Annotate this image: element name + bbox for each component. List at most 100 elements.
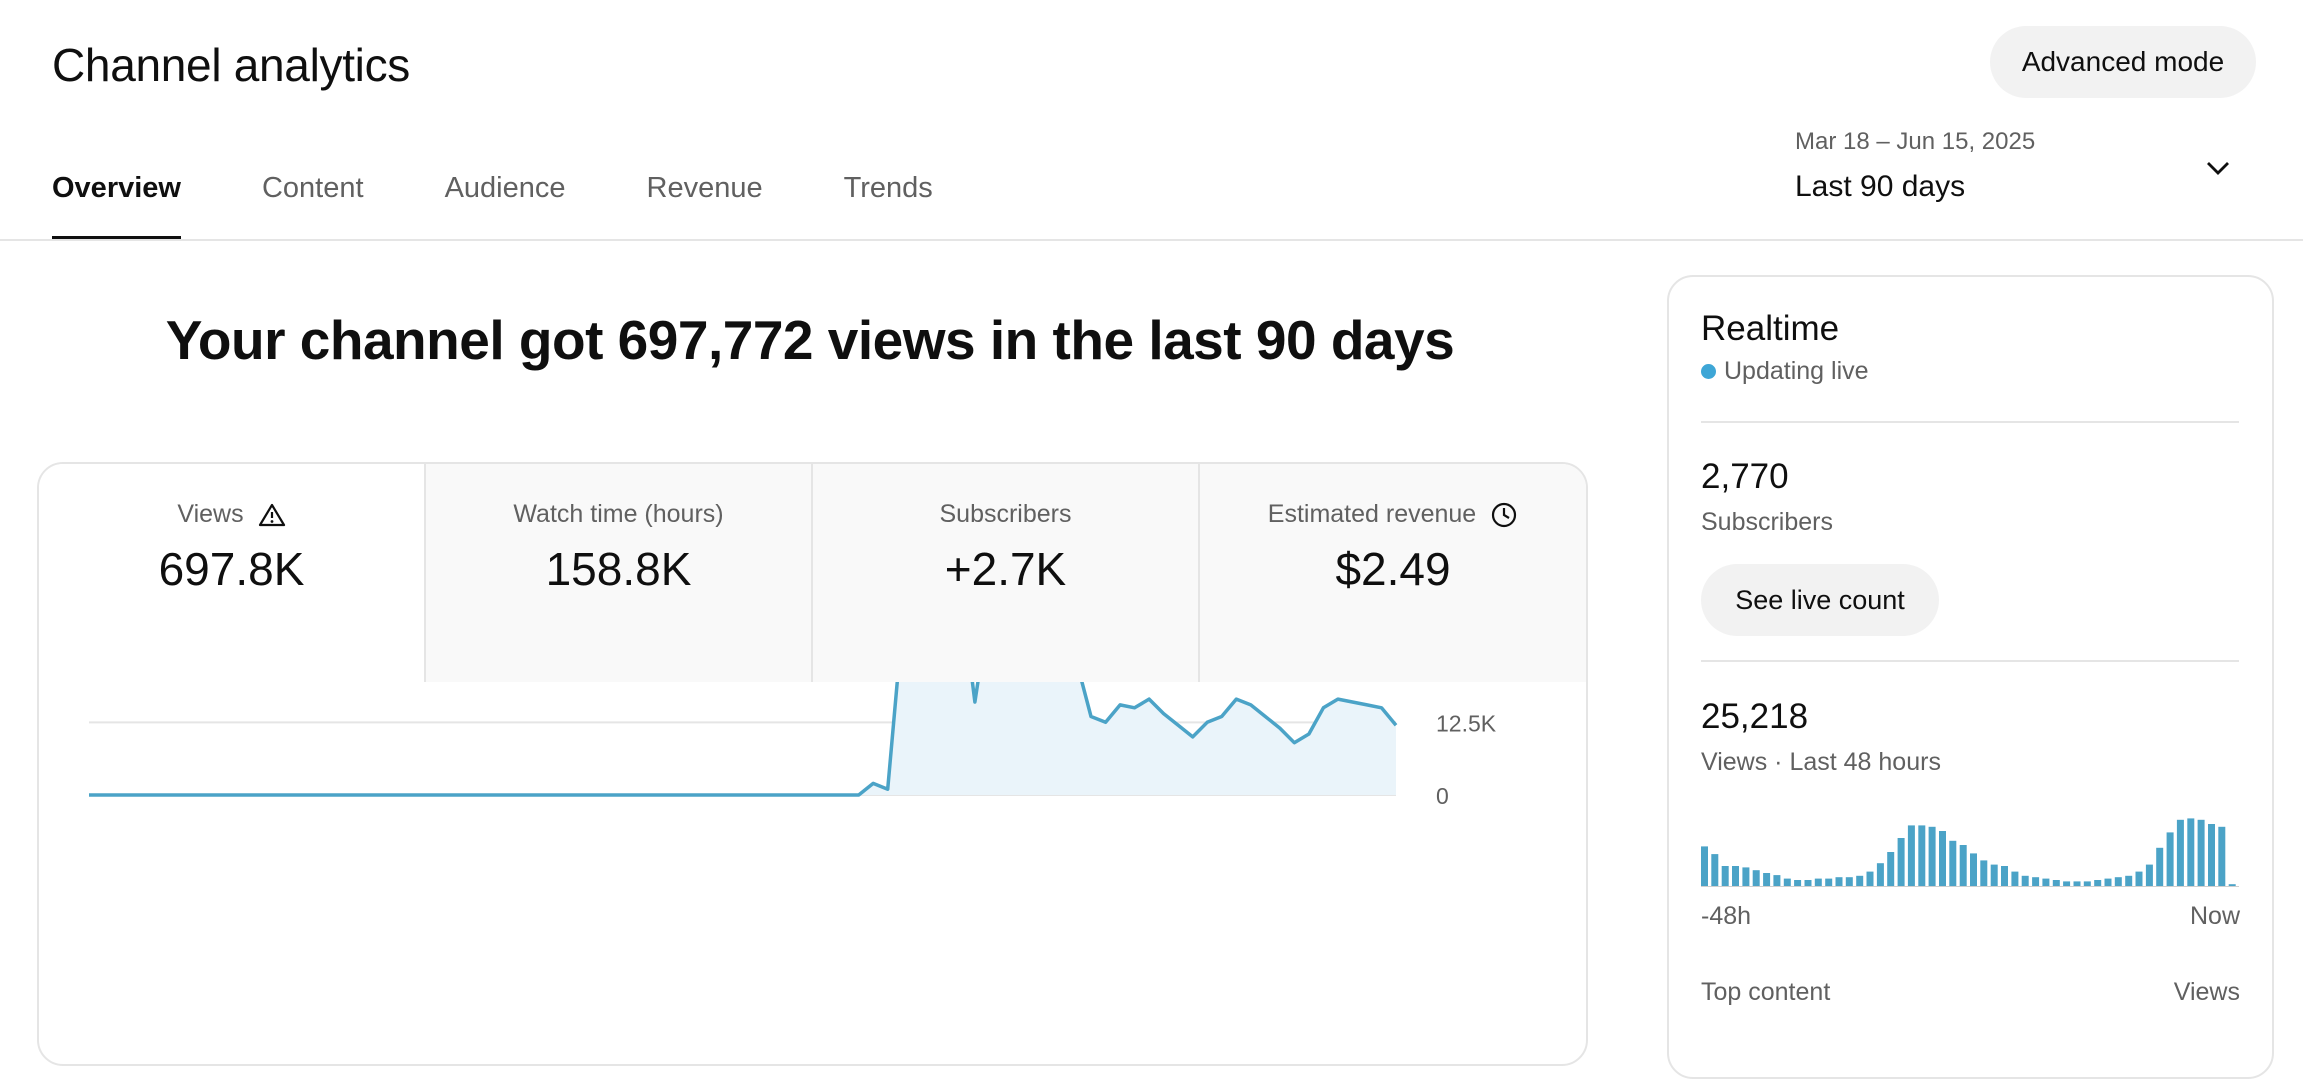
realtime-bar <box>1928 826 1936 887</box>
y-tick-label: 12.5K <box>1436 710 1497 736</box>
realtime-bar <box>1835 877 1843 887</box>
series-area <box>89 682 1396 795</box>
realtime-bar <box>1856 875 1864 887</box>
realtime-bar <box>1939 831 1946 887</box>
realtime-bar <box>2032 877 2040 887</box>
chevron-down-icon <box>2207 162 2229 175</box>
realtime-subscribers-label: Subscribers <box>1701 508 1833 536</box>
realtime-bar <box>2176 819 2184 887</box>
overview-headline: Your channel got 697,772 views in the la… <box>165 309 1455 371</box>
metric-value: 697.8K <box>158 543 305 595</box>
realtime-bar <box>1721 866 1729 887</box>
y-tick-label: 0 <box>1436 783 1449 809</box>
realtime-bar <box>1825 878 1833 887</box>
realtime-bar <box>2001 866 2008 887</box>
realtime-card: Realtime Updating live 2,770 Subscribers… <box>1667 275 2274 1079</box>
realtime-x-end-label: Now <box>2189 902 2240 930</box>
page-title: Channel analytics <box>52 39 411 91</box>
realtime-bar <box>1814 878 1822 887</box>
realtime-bar <box>1907 825 1915 887</box>
realtime-bar <box>2042 878 2050 887</box>
tab-audience[interactable]: Audience <box>444 172 566 204</box>
realtime-bar <box>1918 825 1926 887</box>
tab-bar: Overview Content Audience Revenue Trends <box>52 160 1014 240</box>
realtime-bar <box>2187 818 2195 887</box>
realtime-bar <box>1732 866 1739 887</box>
realtime-bar <box>2094 880 2102 887</box>
metric-tab-subscribers[interactable]: Subscribers +2.7K <box>813 464 1200 682</box>
realtime-views-label: Views · Last 48 hours <box>1701 748 1941 776</box>
realtime-bar <box>2114 877 2122 887</box>
realtime-bar <box>2104 878 2112 887</box>
realtime-bar <box>1897 838 1905 887</box>
metric-label: Estimated revenue <box>1267 500 1477 528</box>
realtime-bar <box>2021 875 2029 887</box>
tab-trends[interactable]: Trends <box>843 172 933 204</box>
realtime-subscribers-value: 2,770 <box>1701 457 1789 496</box>
realtime-bar <box>1866 871 1874 887</box>
clock-icon[interactable] <box>1490 501 1518 529</box>
realtime-bar <box>1742 867 1750 887</box>
realtime-bar <box>2083 881 2091 887</box>
realtime-bar <box>1752 870 1760 887</box>
metric-tab-watch-time[interactable]: Watch time (hours) 158.8K <box>426 464 813 682</box>
metric-value: 158.8K <box>545 543 692 595</box>
metric-tab-estimated-revenue[interactable]: Estimated revenue $2.49 <box>1200 464 1586 682</box>
tab-revenue[interactable]: Revenue <box>646 172 763 204</box>
realtime-bar <box>2063 881 2071 887</box>
live-dot-icon <box>1701 364 1716 379</box>
tab-overview[interactable]: Overview <box>52 160 181 240</box>
top-content-views-label: Views <box>2173 978 2240 1006</box>
header-divider <box>0 239 2303 241</box>
metric-label: Subscribers <box>939 500 1072 528</box>
metric-label: Watch time (hours) <box>513 500 724 528</box>
realtime-title: Realtime <box>1701 309 1840 348</box>
realtime-bar <box>2145 864 2153 887</box>
date-range-label: Last 90 days <box>1795 170 1966 203</box>
realtime-bar <box>1959 845 1967 887</box>
metric-value: $2.49 <box>1335 543 1451 595</box>
date-range-text: Mar 18 – Jun 15, 2025 <box>1795 128 2036 155</box>
realtime-bar <box>1990 864 1998 887</box>
realtime-bar <box>2197 819 2205 887</box>
realtime-views-bar-chart[interactable] <box>1701 817 2241 887</box>
realtime-views-value: 25,218 <box>1701 697 1809 736</box>
realtime-bar <box>1794 880 1802 887</box>
realtime-bar <box>2052 880 2060 887</box>
realtime-bar <box>2218 826 2226 887</box>
warning-icon[interactable] <box>258 502 286 528</box>
realtime-bar <box>1845 877 1853 887</box>
realtime-x-start-label: -48h <box>1701 902 1752 930</box>
realtime-bar <box>1804 880 1812 887</box>
realtime-bar <box>1763 873 1771 887</box>
realtime-bar <box>2125 875 2133 887</box>
tab-content[interactable]: Content <box>261 172 364 204</box>
realtime-divider <box>1701 660 2239 662</box>
realtime-bar <box>2011 871 2019 887</box>
realtime-bar <box>1701 846 1708 887</box>
metric-tab-views[interactable]: Views 697.8K <box>39 464 426 682</box>
realtime-bar <box>1949 840 1957 887</box>
realtime-bar <box>2166 832 2174 887</box>
metric-label: Views <box>177 500 244 528</box>
realtime-divider <box>1701 421 2239 423</box>
realtime-bar <box>2073 881 2081 887</box>
series-line-views <box>89 682 1398 797</box>
realtime-bar <box>1711 854 1719 887</box>
top-content-label: Top content <box>1701 978 1831 1006</box>
views-chart[interactable]: 37.5K25.0K12.5K0 <box>39 682 1586 1066</box>
realtime-bar <box>1887 852 1895 887</box>
realtime-bar <box>2208 824 2215 887</box>
realtime-bar <box>2228 884 2236 887</box>
realtime-bar <box>1773 875 1781 887</box>
realtime-bar <box>1783 878 1791 887</box>
metric-value: +2.7K <box>944 543 1067 595</box>
live-status-label: Updating live <box>1724 357 1869 385</box>
realtime-bar <box>1980 860 1988 887</box>
realtime-bar <box>2135 871 2143 887</box>
realtime-bar <box>1970 853 1977 887</box>
advanced-mode-button[interactable]: Advanced mode <box>1990 26 2256 98</box>
date-range-dropdown[interactable]: Mar 18 – Jun 15, 2025 Last 90 days <box>1795 128 2235 208</box>
see-live-count-button[interactable]: See live count <box>1701 564 1939 636</box>
realtime-bar <box>2156 847 2164 887</box>
